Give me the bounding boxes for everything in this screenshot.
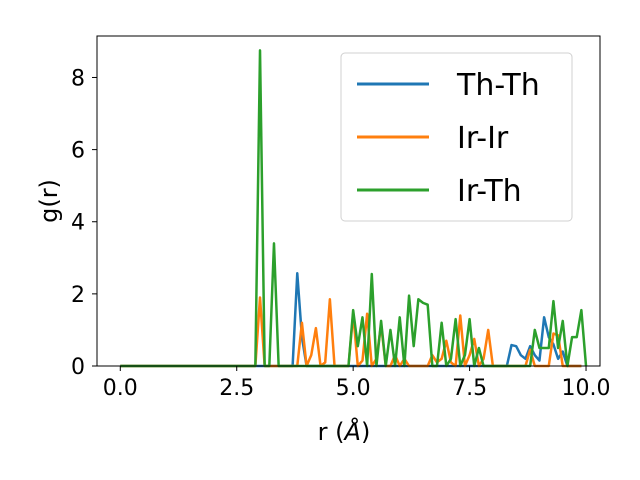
y-axis-label: g(r) — [35, 179, 63, 223]
x-axis-label: r (Å) — [318, 417, 371, 446]
legend-label-ir-ir: Ir-Ir — [457, 121, 509, 156]
legend: Th-Th Ir-Ir Ir-Th — [340, 52, 573, 222]
y-tick-label: 6 — [71, 139, 85, 164]
x-axis-ticks: 0.0 2.5 5.0 7.5 10.0 — [103, 366, 611, 401]
x-tick-label: 10.0 — [562, 376, 611, 401]
x-tick-label: 7.5 — [452, 376, 487, 401]
x-tick-label: 5.0 — [336, 376, 371, 401]
legend-label-th-th: Th-Th — [456, 68, 540, 103]
legend-box — [340, 52, 573, 222]
y-tick-label: 2 — [71, 283, 85, 308]
y-tick-label: 0 — [71, 355, 85, 380]
plot-frame — [96, 35, 601, 367]
y-tick-label: 8 — [71, 66, 85, 91]
x-tick-label: 2.5 — [219, 376, 254, 401]
legend-label-ir-th: Ir-Th — [457, 174, 522, 209]
y-axis-ticks: 0 2 4 6 8 — [71, 66, 97, 380]
x-tick-label: 0.0 — [103, 376, 138, 401]
y-tick-label: 4 — [71, 211, 85, 236]
